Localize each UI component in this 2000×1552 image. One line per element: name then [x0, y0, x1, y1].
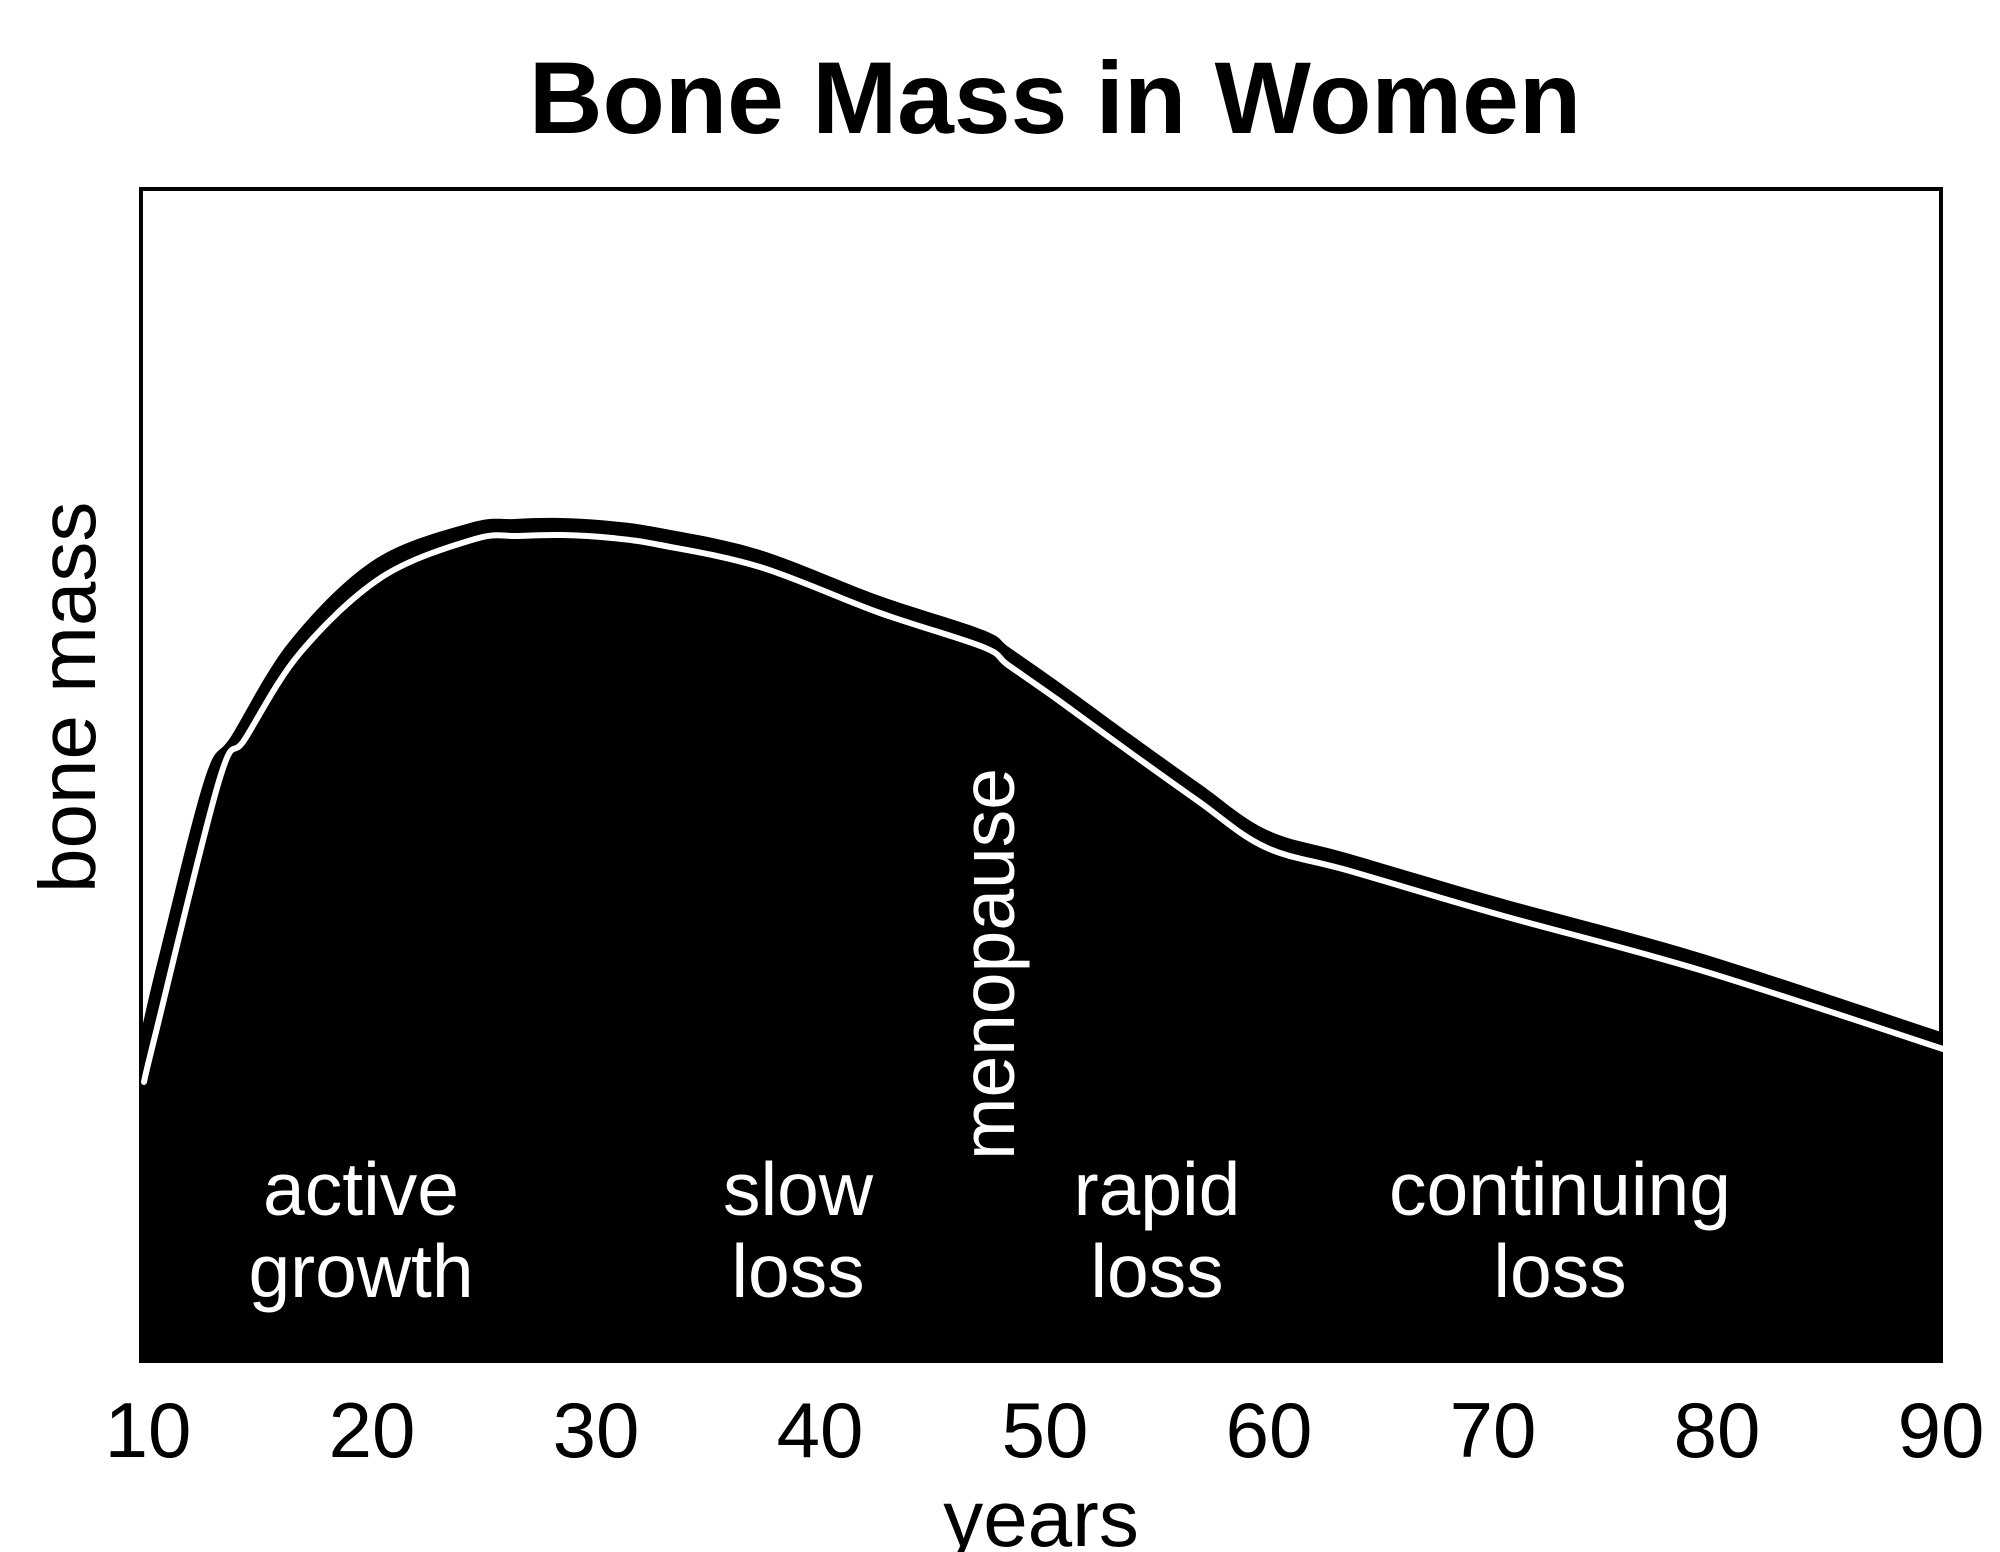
- x-tick-label: 50: [1002, 1386, 1089, 1474]
- x-tick-labels: 10 20 30 40 50 60 70 80 90: [105, 1386, 1985, 1474]
- phase-labels: active growth slow loss rapid loss continuing l…: [248, 1147, 1731, 1313]
- x-tick-label: 80: [1674, 1386, 1761, 1474]
- y-axis-label: bone mass: [23, 502, 112, 893]
- x-tick-label: 30: [553, 1386, 640, 1474]
- phase-label: rapid loss: [1074, 1147, 1241, 1313]
- phase-label: continuing loss: [1389, 1147, 1731, 1313]
- highlight-curve: [141, 531, 1946, 1085]
- x-tick-label: 70: [1450, 1386, 1537, 1474]
- chart-title: Bone Mass in Women: [529, 41, 1581, 155]
- x-tick-label: 10: [105, 1386, 192, 1474]
- x-tick-label: 40: [777, 1386, 864, 1474]
- phase-label: slow loss: [723, 1147, 874, 1313]
- menopause-label: menopause: [946, 768, 1030, 1160]
- x-axis-label: years: [943, 1474, 1139, 1552]
- bone-mass-area: [141, 517, 1943, 1363]
- x-tick-label: 90: [1898, 1386, 1985, 1474]
- x-tick-label: 60: [1226, 1386, 1313, 1474]
- phase-label: active growth: [248, 1147, 473, 1313]
- x-tick-label: 20: [329, 1386, 416, 1474]
